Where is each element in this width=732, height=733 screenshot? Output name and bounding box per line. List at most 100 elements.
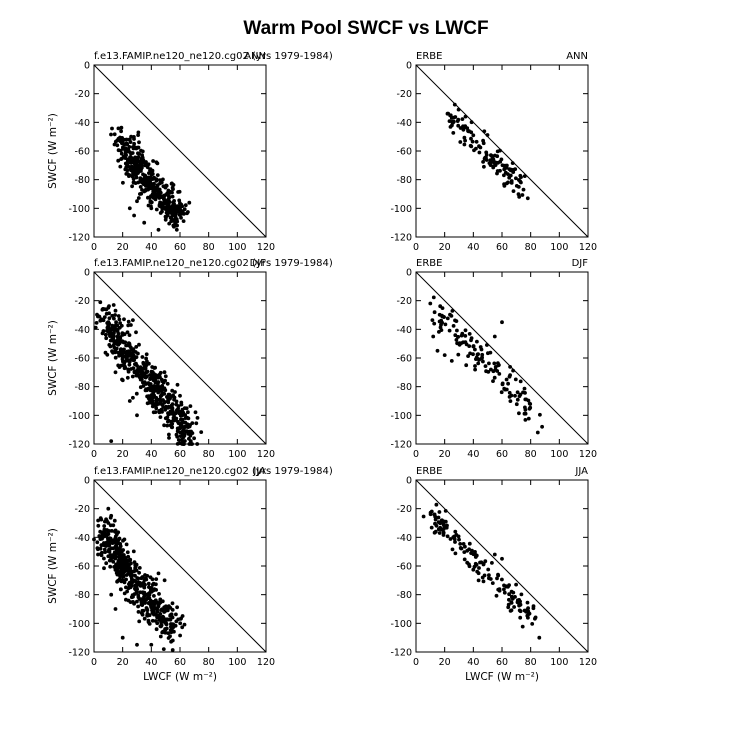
data-point [151, 389, 156, 393]
data-point [154, 160, 159, 165]
y-tick-label: -120 [390, 233, 412, 244]
reference-line [93, 64, 267, 238]
data-point [492, 552, 497, 557]
data-point [523, 418, 528, 422]
data-point [474, 357, 478, 361]
data-point [178, 413, 183, 418]
data-point [168, 409, 173, 414]
data-point [126, 567, 131, 572]
data-point [474, 139, 479, 144]
data-point [507, 390, 512, 395]
data-point [113, 327, 117, 332]
data-point [509, 608, 514, 613]
data-point [502, 590, 507, 595]
data-point [115, 138, 120, 143]
data-point [117, 353, 121, 358]
data-point [114, 542, 119, 546]
y-tick-label: 0 [406, 476, 412, 487]
data-point [154, 192, 159, 197]
data-point [479, 356, 484, 361]
data-point [134, 391, 139, 396]
data-point [500, 577, 504, 582]
x-tick-label: 80 [525, 242, 537, 253]
data-point [466, 354, 470, 358]
y-tick-label: -40 [74, 533, 90, 544]
x-tick-label: 120 [579, 449, 597, 460]
data-point [102, 530, 107, 535]
data-point [494, 593, 499, 598]
data-point [473, 347, 477, 352]
data-point [510, 161, 515, 166]
data-point [115, 532, 119, 537]
data-point [158, 400, 163, 405]
data-point [136, 610, 141, 614]
x-tick-label: 40 [467, 449, 479, 460]
data-point [174, 217, 179, 222]
data-point [154, 177, 159, 182]
data-point [131, 180, 136, 185]
data-point [143, 163, 147, 168]
data-point [174, 612, 178, 617]
data-point [507, 395, 512, 399]
data-point [147, 397, 152, 402]
data-point [178, 204, 182, 209]
data-point [176, 421, 181, 426]
panel-right-label: ANN [566, 51, 588, 62]
data-point [451, 131, 456, 135]
data-point [511, 189, 516, 194]
data-point [96, 314, 101, 318]
data-point [108, 553, 113, 558]
y-tick-label: -60 [74, 147, 90, 158]
data-point [171, 625, 176, 630]
data-point [476, 361, 481, 366]
data-point [105, 528, 109, 532]
data-point [166, 419, 170, 424]
data-point [174, 206, 179, 210]
data-point [160, 206, 165, 211]
x-tick-label: 20 [117, 449, 129, 460]
data-point [484, 153, 489, 157]
data-point [468, 143, 473, 148]
x-tick-label: 0 [413, 657, 419, 668]
data-point [147, 382, 152, 387]
x-tick-label: 60 [174, 449, 186, 460]
data-point [120, 350, 125, 354]
data-point [178, 201, 182, 206]
data-point [120, 378, 125, 383]
x-tick-label: 0 [91, 449, 97, 460]
data-point [122, 364, 127, 369]
data-point [465, 126, 470, 130]
data-point [467, 541, 472, 546]
data-point [172, 395, 177, 400]
data-point [156, 227, 161, 232]
data-point [522, 174, 527, 179]
data-point [154, 627, 159, 632]
data-point [456, 107, 461, 112]
data-point [138, 192, 142, 196]
data-point [482, 129, 487, 134]
data-point [112, 316, 116, 321]
data-point [108, 564, 113, 569]
data-point [170, 601, 175, 606]
data-point [106, 305, 111, 310]
data-point [130, 165, 135, 169]
x-tick-label: 80 [203, 242, 215, 253]
data-point [458, 126, 463, 130]
data-point [464, 363, 469, 368]
data-point [171, 206, 175, 211]
y-tick-label: -120 [390, 440, 412, 451]
data-point [188, 404, 193, 408]
data-point [483, 364, 488, 368]
data-point [431, 334, 436, 339]
data-point [165, 210, 170, 215]
data-point [95, 540, 100, 545]
data-point [485, 343, 489, 347]
panel-6: 0 20 40 60 80 100 120 0 -20 -40 -60 -80 -100 -120 ERBE… [390, 466, 597, 683]
data-point [449, 116, 454, 120]
data-point [166, 636, 171, 640]
data-point [132, 370, 137, 375]
reference-line [415, 479, 589, 653]
x-tick-label: 60 [496, 242, 508, 253]
data-point [134, 373, 139, 378]
data-point [189, 429, 194, 434]
